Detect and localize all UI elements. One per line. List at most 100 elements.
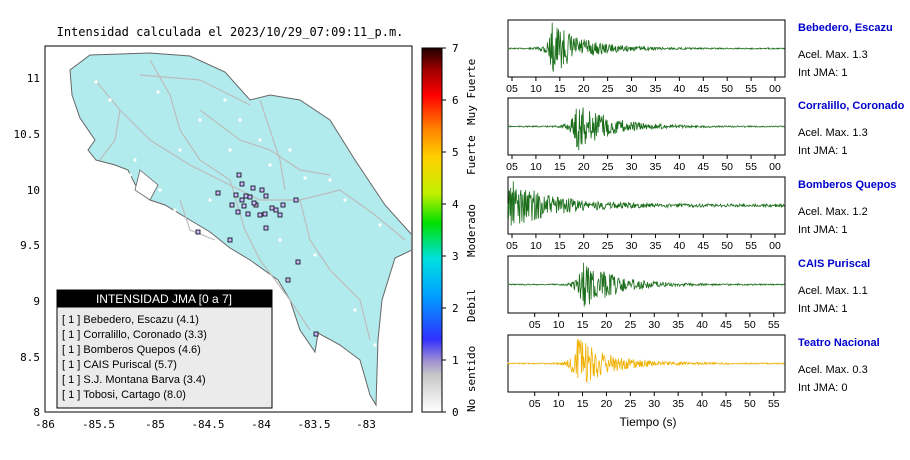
time-tick-label: 20 [578, 161, 590, 173]
intensity-colorbar: 0 1 2 3 4 5 6 7 No sentido Debil Moderado Fuert… [421, 42, 478, 419]
y-tick-label: 9.5 [20, 239, 40, 252]
station-marker [293, 197, 299, 203]
costa-rica-landmass [69, 52, 411, 407]
time-tick-label: 25 [602, 83, 614, 95]
jma-intensity: Int JMA: 1 [798, 67, 848, 79]
y-tick-label: 10 [27, 184, 40, 197]
legend-title: INTENSIDAD JMA [0 a 7] [96, 292, 232, 306]
legend-item: [ 1 ] Bebedero, Escazu (4.1) [62, 314, 199, 326]
station-marker [251, 200, 257, 206]
time-tick-label: 20 [601, 319, 613, 331]
time-tick-label: 45 [697, 240, 709, 252]
station-marker [245, 211, 251, 217]
station-marker [280, 202, 286, 208]
city-dot [258, 138, 262, 142]
station-marker [239, 181, 245, 187]
waveform-trace [507, 22, 785, 72]
waveform-panel: 05 10 15 20 25 30 35 40 45 50 55 00 Corralillo, Coro… [506, 97, 905, 173]
time-tick-label: 35 [650, 240, 662, 252]
time-tick-label: 25 [625, 319, 637, 331]
station-marker [227, 237, 233, 243]
waveform-panels: 05 10 15 20 25 30 35 40 45 50 55 00 Bebedero, Escazu… [506, 19, 905, 410]
jma-intensity: Int JMA: 1 [798, 145, 848, 157]
time-tick-label: 50 [721, 240, 733, 252]
time-tick-label: 25 [602, 240, 614, 252]
legend-item: [ 1 ] Tobosi, Cartago (8.0) [62, 389, 186, 401]
station-marker [229, 202, 235, 208]
jma-intensity: Int JMA: 1 [798, 303, 848, 315]
time-tick-label: 15 [554, 83, 566, 95]
colorbar-label: Debil [465, 289, 478, 322]
city-dot [373, 343, 377, 347]
waveform-panel: 05 10 15 20 25 30 35 40 45 50 55 Teatro Nacional Ace… [507, 334, 880, 410]
station-name: Teatro Nacional [798, 337, 880, 349]
y-tick-label: 8.5 [20, 351, 40, 364]
accel-max: Acel. Max. 1.1 [798, 285, 868, 297]
x-tick-label: -83.5 [297, 418, 330, 431]
city-dot [156, 90, 160, 94]
station-marker [273, 207, 279, 213]
map-title: Intensidad calculada el 2023/10/29_07:09… [57, 25, 404, 39]
city-dot [208, 198, 212, 202]
time-tick-label: 30 [626, 240, 638, 252]
map-area: -86 -85.5 -85 -84.5 -84 -83.5 -83 11 10.… [14, 45, 413, 431]
colorbar-tick-label: 6 [452, 94, 459, 107]
colorbar-tick-label: 7 [452, 42, 459, 55]
waveform-trace [507, 339, 785, 383]
x-tick-label: -86 [35, 418, 55, 431]
time-tick-label: 40 [674, 161, 686, 173]
y-tick-label: 9 [33, 295, 40, 308]
city-dot [343, 198, 347, 202]
time-tick-label: 25 [625, 398, 637, 410]
time-tick-label: 20 [601, 398, 613, 410]
city-dot [173, 208, 177, 212]
time-tick-label: 35 [672, 319, 684, 331]
time-tick-label: 10 [553, 398, 565, 410]
nicoya-gulf [134, 169, 159, 201]
station-marker [195, 229, 201, 235]
legend-item: [ 1 ] CAIS Puriscal (5.7) [62, 359, 177, 371]
time-tick-label: 55 [745, 161, 757, 173]
time-tick-label: 55 [768, 319, 780, 331]
x-tick-label: -84 [251, 418, 271, 431]
time-tick-label: 55 [768, 398, 780, 410]
colorbar-label: Moderado [465, 204, 478, 257]
city-dot [353, 308, 357, 312]
legend-box [56, 289, 273, 409]
time-tick-label: 05 [506, 83, 518, 95]
x-tick-label: -85 [145, 418, 165, 431]
accel-max: Acel. Max. 0.3 [798, 364, 868, 376]
time-tick-label: 50 [721, 161, 733, 173]
y-tick-label: 10.5 [14, 128, 41, 141]
station-marker [236, 172, 242, 178]
station-marker [247, 194, 253, 200]
station-marker [215, 190, 221, 196]
time-tick-label: 30 [626, 161, 638, 173]
station-marker [313, 331, 319, 337]
legend-body [56, 306, 273, 409]
waveform-trace [507, 262, 785, 307]
station-marker [269, 205, 275, 211]
time-tick-label: 10 [530, 161, 542, 173]
colorbar-tick-label: 4 [452, 198, 459, 211]
accel-max: Acel. Max. 1.2 [798, 206, 868, 218]
time-tick-label: 35 [650, 161, 662, 173]
time-tick-label: 00 [769, 161, 781, 173]
station-marker [259, 187, 265, 193]
time-tick-label: 10 [530, 83, 542, 95]
time-tick-label: 35 [672, 398, 684, 410]
station-name: Corralillo, Coronado [798, 100, 905, 112]
time-tick-label: 45 [720, 319, 732, 331]
time-tick-label: 05 [529, 398, 541, 410]
legend-item: [ 1 ] Bomberos Quepos (4.6) [62, 344, 201, 356]
jma-intensity: Int JMA: 0 [798, 382, 848, 394]
station-marker [239, 197, 245, 203]
legend-item: [ 1 ] Corralillo, Coronado (3.3) [62, 329, 207, 341]
y-axis: 11 10.5 10 9.5 9 8.5 8 [14, 72, 41, 419]
time-tick-label: 00 [769, 240, 781, 252]
time-tick-label: 55 [745, 83, 757, 95]
city-dot [313, 253, 317, 257]
station-name: CAIS Puriscal [798, 258, 870, 270]
x-axis: -86 -85.5 -85 -84.5 -84 -83.5 -83 [35, 418, 376, 431]
